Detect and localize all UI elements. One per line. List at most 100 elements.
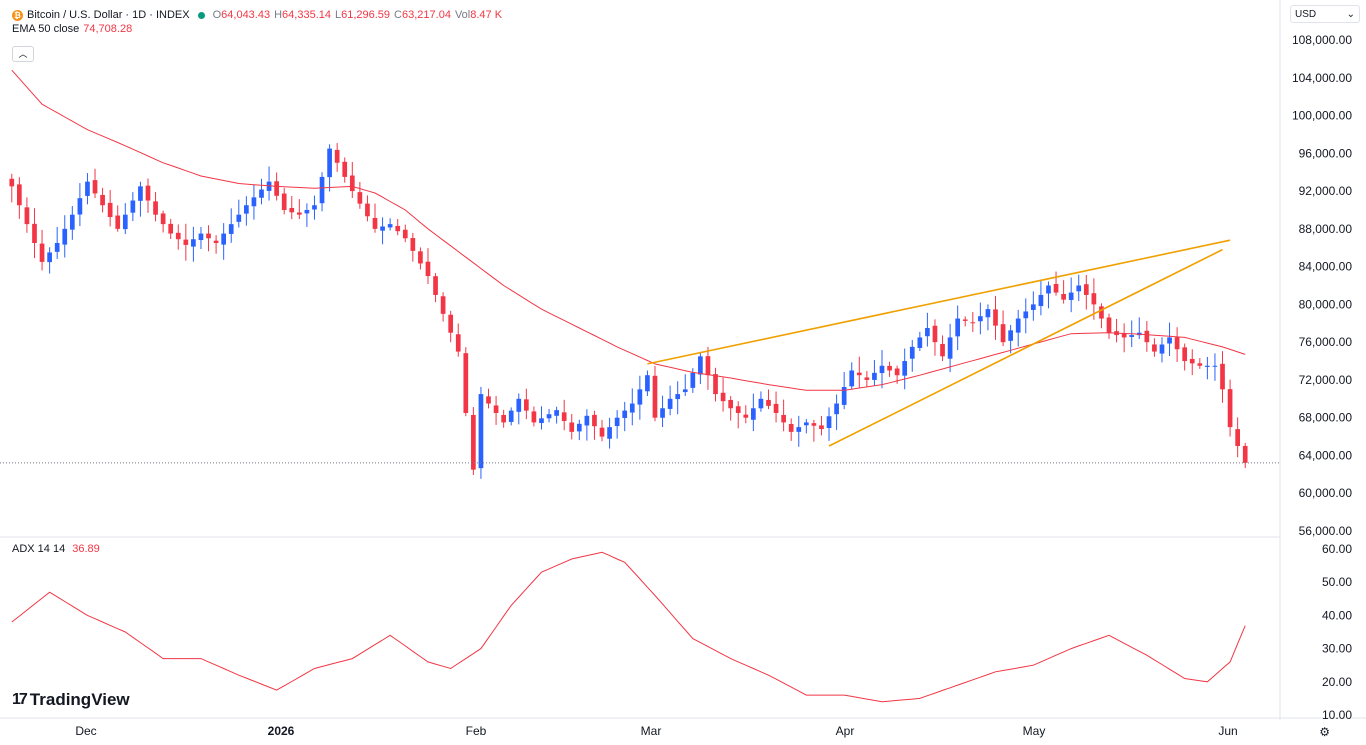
candle[interactable]: [554, 406, 559, 424]
candle[interactable]: [236, 199, 242, 228]
candle[interactable]: [1114, 318, 1119, 343]
candle[interactable]: [1046, 281, 1051, 309]
candle[interactable]: [909, 339, 915, 372]
candle[interactable]: [1008, 324, 1013, 354]
candle[interactable]: [614, 410, 620, 439]
candle[interactable]: [1076, 274, 1082, 302]
candle[interactable]: [357, 181, 363, 209]
candle[interactable]: [864, 371, 870, 387]
candle[interactable]: [592, 410, 597, 440]
candle[interactable]: [561, 399, 567, 431]
candle[interactable]: [962, 316, 968, 327]
candle[interactable]: [576, 419, 582, 441]
candle[interactable]: [985, 304, 991, 331]
candle[interactable]: [531, 406, 537, 427]
candle[interactable]: [1038, 280, 1044, 316]
candle[interactable]: [1212, 353, 1218, 381]
candle[interactable]: [69, 206, 75, 240]
candle[interactable]: [826, 407, 832, 441]
candle[interactable]: [175, 224, 181, 250]
candle[interactable]: [902, 348, 908, 390]
candle[interactable]: [54, 227, 60, 259]
candle[interactable]: [781, 399, 786, 432]
candle[interactable]: [856, 356, 862, 388]
candle[interactable]: [281, 187, 287, 215]
candle[interactable]: [213, 235, 219, 254]
candle[interactable]: [296, 199, 302, 220]
candle[interactable]: [183, 223, 189, 261]
candle[interactable]: [705, 346, 711, 390]
candle[interactable]: [1220, 351, 1225, 403]
candle[interactable]: [289, 195, 295, 220]
candle[interactable]: [925, 312, 930, 347]
adx-axis[interactable]: 10.00 20.00 30.00 40.00 50.00 60.00: [1322, 542, 1352, 722]
candle[interactable]: [266, 166, 272, 201]
candle[interactable]: [365, 195, 370, 222]
candle[interactable]: [349, 161, 355, 198]
candle[interactable]: [206, 225, 211, 252]
candle[interactable]: [1015, 309, 1021, 347]
candle[interactable]: [17, 177, 22, 219]
candle[interactable]: [62, 215, 68, 258]
wedge-upper-trendline[interactable]: [647, 239, 1231, 365]
candle[interactable]: [160, 210, 166, 233]
candle[interactable]: [834, 394, 839, 430]
candle[interactable]: [978, 302, 983, 335]
candle[interactable]: [955, 305, 961, 351]
candle[interactable]: [244, 196, 249, 226]
candle[interactable]: [455, 323, 461, 357]
candle[interactable]: [508, 407, 514, 426]
candle[interactable]: [932, 319, 938, 356]
candle[interactable]: [569, 413, 575, 440]
candle[interactable]: [1227, 379, 1233, 437]
candle[interactable]: [153, 191, 158, 222]
candle[interactable]: [1083, 275, 1089, 310]
candle[interactable]: [259, 178, 264, 205]
candle[interactable]: [77, 183, 83, 227]
candle[interactable]: [735, 401, 741, 429]
candle[interactable]: [1121, 323, 1127, 353]
gear-icon[interactable]: ⚙: [1319, 725, 1330, 739]
candle[interactable]: [85, 173, 90, 205]
candle[interactable]: [47, 247, 52, 274]
candle[interactable]: [486, 388, 491, 409]
candle[interactable]: [319, 172, 325, 212]
candle[interactable]: [380, 217, 385, 245]
candle[interactable]: [1023, 298, 1029, 334]
candle[interactable]: [811, 419, 817, 442]
candle[interactable]: [440, 292, 446, 322]
candle[interactable]: [1152, 338, 1157, 357]
candle[interactable]: [463, 347, 469, 417]
candle[interactable]: [448, 310, 454, 343]
ema-label[interactable]: EMA 50 close: [12, 23, 80, 35]
candle[interactable]: [1053, 271, 1059, 296]
candle[interactable]: [1068, 277, 1074, 313]
candle[interactable]: [1235, 417, 1240, 458]
collapse-legend-button[interactable]: ︿: [12, 46, 34, 62]
candle[interactable]: [418, 247, 423, 270]
candle[interactable]: [433, 273, 438, 303]
candle[interactable]: [584, 409, 590, 441]
candle[interactable]: [92, 168, 98, 199]
candle[interactable]: [1174, 327, 1180, 362]
candle[interactable]: [425, 248, 431, 285]
candle[interactable]: [395, 219, 401, 236]
candle[interactable]: [766, 389, 771, 410]
candle[interactable]: [304, 203, 310, 227]
candle[interactable]: [743, 405, 749, 424]
candle[interactable]: [1242, 442, 1248, 469]
candle[interactable]: [251, 184, 257, 220]
candle[interactable]: [1182, 343, 1188, 371]
symbol-title[interactable]: Bitcoin / U.S. Dollar · 1D · INDEX: [27, 9, 190, 21]
ema-50-line[interactable]: [11, 69, 1246, 391]
candle[interactable]: [539, 406, 544, 430]
candle[interactable]: [819, 415, 824, 436]
candle[interactable]: [879, 350, 885, 389]
candle[interactable]: [516, 393, 522, 425]
candle[interactable]: [720, 377, 726, 412]
candle[interactable]: [1189, 349, 1195, 376]
candle[interactable]: [471, 406, 476, 475]
candle[interactable]: [970, 311, 976, 332]
candle[interactable]: [947, 323, 953, 373]
candle[interactable]: [675, 381, 681, 415]
